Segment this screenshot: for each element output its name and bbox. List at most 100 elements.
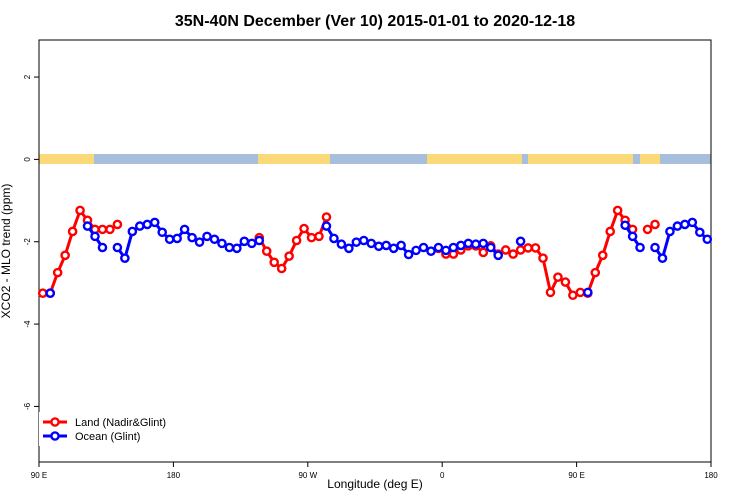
- data-point: [388, 243, 399, 254]
- data-point: [37, 288, 48, 299]
- y-tick-label: 0: [23, 157, 32, 162]
- data-point: [194, 237, 205, 247]
- data-point: [530, 243, 541, 253]
- data-point: [650, 219, 660, 230]
- data-point: [321, 221, 332, 231]
- data-point: [642, 224, 653, 235]
- data-point: [284, 251, 294, 261]
- data-point: [149, 217, 160, 228]
- legend-marker: [50, 431, 60, 441]
- data-point: [97, 242, 108, 253]
- data-point: [702, 234, 713, 245]
- data-point: [202, 231, 212, 242]
- data-point: [583, 287, 593, 298]
- data-point: [560, 277, 571, 287]
- data-point: [597, 250, 608, 261]
- data-point: [441, 245, 451, 256]
- data-point: [112, 219, 123, 230]
- data-point: [515, 236, 526, 247]
- data-point: [411, 245, 421, 256]
- data-point: [52, 267, 63, 278]
- data-point: [157, 227, 167, 238]
- data-point: [276, 263, 287, 274]
- data-point: [627, 231, 638, 242]
- data-point: [478, 247, 489, 258]
- data-point: [299, 223, 309, 234]
- data-point: [142, 219, 153, 230]
- data-point: [433, 242, 444, 253]
- plot-frame: [38, 39, 712, 463]
- data-point: [239, 236, 250, 247]
- data-point: [358, 235, 369, 246]
- data-point: [254, 235, 265, 246]
- data-point: [695, 227, 705, 238]
- chart-title: 35N-40N December (Ver 10) 2015-01-01 to …: [175, 13, 575, 30]
- y-axis-label: XCO2 - MLO trend (ppm): [0, 184, 13, 319]
- data-point: [321, 212, 332, 222]
- x-axis-label: Longitude (deg E): [327, 477, 422, 491]
- data-point: [523, 243, 533, 253]
- data-point: [134, 221, 145, 231]
- data-point: [650, 242, 660, 253]
- data-point: [246, 238, 257, 249]
- data-point: [90, 231, 100, 242]
- legend-marker: [50, 417, 60, 427]
- data-point: [67, 226, 78, 237]
- data-point: [478, 238, 489, 249]
- data-point: [620, 220, 630, 231]
- legend-box: [39, 412, 185, 446]
- data-point: [657, 253, 668, 264]
- data-point: [575, 287, 586, 298]
- data-point: [120, 253, 130, 264]
- data-point: [373, 241, 384, 252]
- data-point: [448, 242, 459, 253]
- data-point: [82, 221, 93, 231]
- data-point: [665, 226, 675, 237]
- data-point: [187, 232, 197, 243]
- data-point: [217, 238, 227, 249]
- data-point: [545, 287, 556, 298]
- data-point: [75, 205, 85, 216]
- data-point: [687, 217, 698, 228]
- data-point: [45, 288, 56, 299]
- data-point: [314, 231, 324, 242]
- data-point: [336, 239, 347, 250]
- data-point: [224, 242, 235, 253]
- data-point: [396, 240, 406, 251]
- data-point: [344, 243, 354, 254]
- data-point: [172, 233, 182, 244]
- data-point: [463, 238, 474, 249]
- data-point: [164, 234, 175, 245]
- data-point: [553, 272, 563, 282]
- data-point: [112, 242, 123, 253]
- legend-label: Land (Nadir&Glint): [75, 417, 166, 429]
- data-point: [60, 250, 70, 261]
- data-point: [366, 238, 377, 249]
- y-tick-label: -2: [23, 238, 32, 246]
- x-tick-label: 0: [440, 471, 445, 480]
- data-point: [680, 219, 690, 230]
- y-tick-label: 2: [23, 74, 32, 79]
- data-point: [672, 221, 683, 231]
- x-tick-label: 180: [167, 471, 181, 480]
- data-point: [470, 239, 481, 250]
- data-point: [418, 242, 429, 253]
- data-point: [456, 240, 466, 251]
- y-tick-label: -4: [23, 320, 32, 328]
- data-point: [485, 242, 496, 253]
- data-point: [329, 233, 339, 244]
- data-point: [508, 249, 518, 259]
- data-point: [105, 224, 115, 235]
- data-point: [351, 237, 362, 247]
- x-tick-label: 90 E: [31, 471, 47, 480]
- data-point: [635, 242, 645, 253]
- data-point: [381, 240, 392, 251]
- data-point: [426, 246, 436, 257]
- data-point: [612, 205, 623, 216]
- data-point: [127, 226, 138, 237]
- data-point: [403, 249, 414, 260]
- data-point: [291, 235, 302, 246]
- data-point: [209, 234, 220, 245]
- data-point: [568, 290, 578, 301]
